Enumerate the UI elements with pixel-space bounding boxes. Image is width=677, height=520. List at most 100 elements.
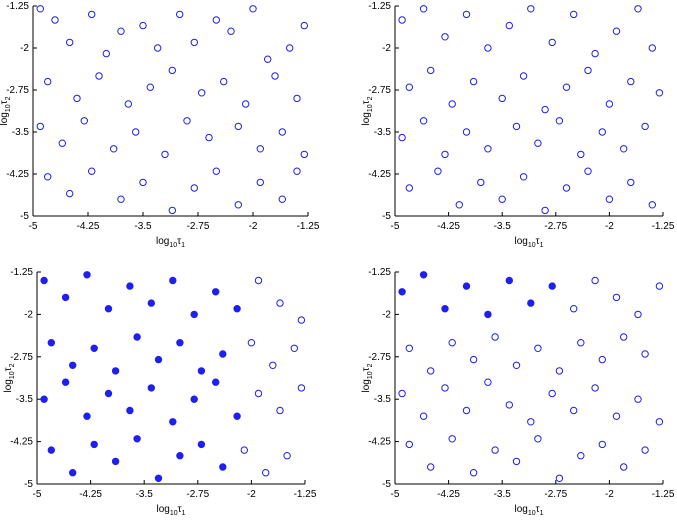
hollow-data-point: [448, 435, 456, 443]
hollow-data-point: [591, 384, 599, 392]
hollow-data-point: [627, 77, 635, 86]
filled-data-point: [176, 339, 184, 347]
y-tick-label: -2.75: [6, 85, 29, 96]
hollow-data-point: [297, 384, 306, 392]
hollow-data-point: [548, 38, 556, 47]
hollow-data-point: [220, 77, 228, 86]
x-tick-label: -2: [247, 489, 256, 500]
hollow-data-point: [95, 72, 103, 80]
hollow-data-point: [462, 128, 471, 136]
hollow-data-point: [240, 446, 249, 454]
hollow-data-point: [527, 5, 535, 13]
hollow-data-point: [498, 94, 506, 103]
hollow-data-point: [427, 367, 435, 375]
hollow-data-point: [256, 145, 264, 153]
x-tick-label: -2: [605, 221, 614, 232]
y-tick-label: -1.25: [10, 267, 33, 278]
hollow-data-point: [139, 21, 147, 30]
hollow-data-point: [462, 10, 471, 19]
hollow-data-point: [512, 122, 521, 131]
x-tick-label: -4.25: [77, 221, 100, 232]
filled-data-point: [419, 271, 428, 279]
filled-data-point: [104, 305, 113, 313]
hollow-data-point: [484, 44, 492, 52]
hollow-data-point: [498, 195, 506, 203]
filled-data-point: [169, 276, 177, 285]
hollow-data-point: [183, 117, 191, 125]
hollow-data-point: [612, 27, 621, 35]
y-axis-label: log10τ2: [361, 363, 374, 392]
filled-data-point: [126, 282, 134, 290]
hollow-data-point: [227, 27, 235, 35]
hollow-data-point: [264, 55, 272, 63]
hollow-data-point: [405, 83, 414, 91]
y-tick-label: -2.75: [10, 352, 33, 363]
hollow-data-point: [534, 139, 542, 147]
filled-data-point: [133, 333, 141, 341]
hollow-data-point: [655, 89, 664, 97]
y-tick-label: -1.25: [368, 267, 391, 278]
hollow-data-point: [66, 38, 74, 47]
filled-data-point: [47, 446, 55, 454]
hollow-data-point: [73, 94, 81, 103]
hollow-data-point: [634, 395, 642, 403]
x-tick-label: -4.25: [437, 221, 460, 232]
hollow-data-point: [655, 418, 664, 426]
filled-data-point: [83, 412, 91, 420]
hollow-data-point: [88, 167, 96, 175]
filled-data-point: [154, 355, 163, 364]
hollow-data-point: [249, 5, 257, 13]
hollow-data-point: [117, 195, 125, 203]
filled-data-point: [233, 305, 241, 313]
x-tick-label: -1.25: [297, 221, 320, 232]
hollow-data-point: [276, 406, 284, 415]
filled-data-point: [104, 389, 113, 398]
x-axis-label: log10τ1: [156, 504, 185, 515]
y-tick-label: -2: [382, 43, 391, 54]
filled-data-point: [219, 350, 227, 358]
hollow-data-point: [605, 100, 614, 108]
hollow-data-point: [419, 5, 428, 13]
hollow-data-point: [286, 44, 294, 52]
x-tick-label: -3.5: [494, 489, 512, 500]
hollow-data-point: [641, 122, 649, 131]
hollow-data-point: [398, 133, 406, 142]
hollow-data-point: [491, 333, 499, 341]
hollow-data-point: [293, 167, 301, 175]
hollow-data-point: [247, 339, 256, 347]
filled-data-point: [441, 305, 449, 313]
hollow-data-point: [419, 117, 428, 125]
hollow-data-point: [505, 401, 514, 409]
y-tick-label: -1.25: [368, 1, 391, 12]
hollow-data-point: [168, 206, 177, 215]
hollow-data-point: [584, 167, 592, 175]
hollow-data-point: [577, 339, 585, 347]
hollow-data-point: [278, 195, 286, 203]
hollow-data-point: [598, 128, 606, 136]
hollow-data-point: [300, 21, 308, 30]
hollow-data-point: [278, 128, 286, 136]
x-tick-label: -2.75: [544, 221, 567, 232]
filled-data-point: [462, 282, 471, 290]
scatter-plot-svg: -5 -4.25 -3.5 -2.75 -2 -1.25 -5 -4.25 -3.5 -2.75 -…: [361, 267, 675, 517]
hollow-data-point: [477, 178, 485, 187]
x-tick-label: -2: [249, 221, 258, 232]
hollow-data-point: [254, 276, 263, 285]
hollow-data-point: [269, 361, 277, 370]
filled-data-point: [505, 276, 514, 285]
hollow-data-point: [427, 463, 435, 471]
hollow-data-point: [534, 435, 542, 443]
hollow-data-point: [419, 412, 428, 420]
hollow-data-point: [541, 206, 549, 215]
hollow-data-point: [168, 66, 177, 75]
filled-data-point: [61, 378, 70, 386]
x-axis-label: log10τ1: [156, 236, 185, 249]
x-tick-label: -2.75: [186, 489, 209, 500]
hollow-data-point: [505, 21, 514, 30]
filled-data-point: [190, 310, 198, 319]
filled-data-point: [233, 412, 241, 420]
hollow-data-point: [591, 49, 599, 58]
filled-data-point: [484, 310, 492, 319]
hollow-data-point: [256, 178, 264, 187]
hollow-data-point: [405, 344, 414, 353]
